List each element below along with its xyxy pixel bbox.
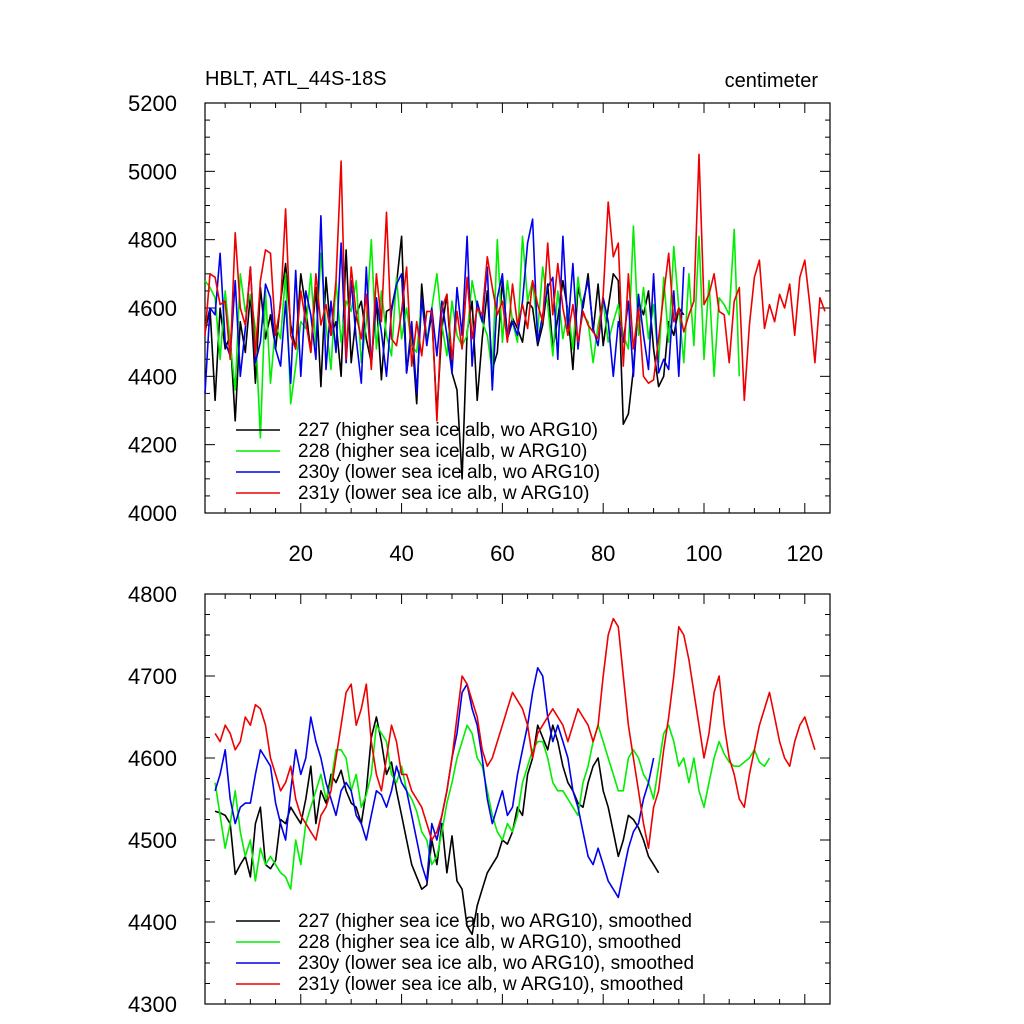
y-tick-label: 4400 [128, 910, 177, 935]
y-tick-label: 4600 [128, 746, 177, 771]
legend-label: 227 (higher sea ice alb, wo ARG10) [298, 420, 598, 441]
y-tick-label: 4500 [128, 828, 177, 853]
legend-label: 228 (higher sea ice alb, w ARG10), smoot… [298, 932, 681, 953]
bottom-chart-panel: 4300 4400 4500 4600 4700 4800 227 (higher sea … [128, 582, 831, 1017]
top-chart-units: centimeter [725, 70, 819, 92]
legend-label: 230y (lower sea ice alb, wo ARG10), smoo… [298, 953, 694, 974]
y-tick-label: 4200 [128, 433, 177, 458]
y-tick-label: 4800 [128, 582, 177, 607]
y-tick-label: 4800 [128, 228, 177, 253]
y-tick-label: 4700 [128, 664, 177, 689]
y-tick-label: 4600 [128, 296, 177, 321]
y-tick-label: 4000 [128, 501, 177, 526]
y-tick-label: 4300 [128, 992, 177, 1017]
x-tick-label: 60 [490, 541, 514, 566]
x-tick-label: 120 [786, 541, 823, 566]
legend-label: 227 (higher sea ice alb, wo ARG10), smoo… [298, 911, 692, 932]
legend-label: 230y (lower sea ice alb, wo ARG10) [298, 462, 600, 483]
x-tick-label: 100 [686, 541, 723, 566]
series-line-1 [214, 724, 771, 891]
legend-label: 231y (lower sea ice alb, w ARG10), smoot… [298, 974, 683, 995]
top-chart-title: HBLT, ATL_44S-18S [205, 68, 387, 90]
legend-label: 228 (higher sea ice alb, w ARG10) [298, 441, 587, 462]
series-line-0 [204, 235, 685, 480]
x-tick-label: 80 [591, 541, 615, 566]
series-line-3 [204, 153, 826, 422]
x-tick-label: 20 [289, 541, 313, 566]
x-tick-label: 40 [389, 541, 413, 566]
top-chart-panel: HBLT, ATL_44S-18S centimeter 4000 4200 440… [128, 68, 831, 566]
series-line-2 [204, 215, 685, 395]
series-line-2 [214, 666, 655, 899]
y-tick-label: 5000 [128, 159, 177, 184]
y-tick-label: 4400 [128, 364, 177, 389]
y-tick-label: 5200 [128, 91, 177, 116]
series-line-3 [214, 617, 816, 850]
legend-label: 231y (lower sea ice alb, w ARG10) [298, 483, 589, 504]
